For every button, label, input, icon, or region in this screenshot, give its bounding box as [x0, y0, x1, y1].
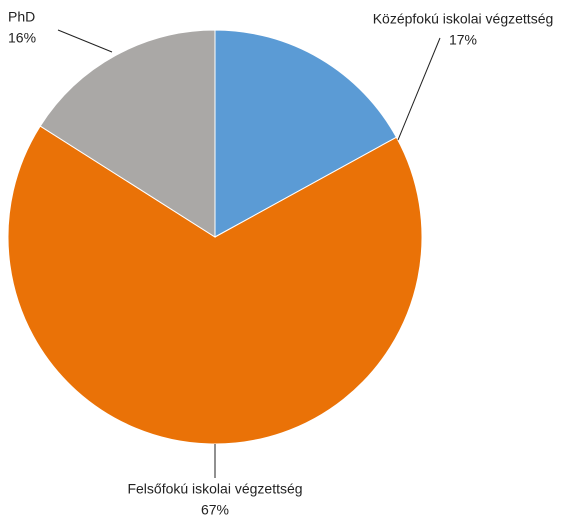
leader-line: [397, 37, 441, 141]
category-label: PhD: [8, 9, 35, 25]
pie-slice: [214, 29, 398, 238]
pie-slice: [7, 125, 423, 445]
pie-slice: [39, 29, 216, 238]
data-label: 17%: [449, 32, 477, 48]
leader-line: [57, 29, 113, 53]
category-label: Középfokú iskolai végzettség: [373, 11, 554, 27]
data-label: 67%: [201, 502, 229, 517]
category-label: Felsőfokú iskolai végzettség: [127, 481, 302, 497]
data-label: 16%: [8, 30, 36, 46]
